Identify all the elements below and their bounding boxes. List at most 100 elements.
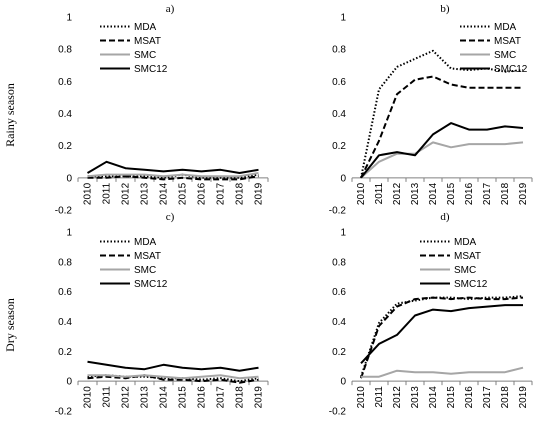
panel-title: d) [440, 211, 450, 223]
y-tick-label: -0.2 [55, 206, 73, 217]
series-line-mda [360, 295, 524, 378]
y-tick-label: 0 [340, 377, 346, 388]
y-tick-label: 0.6 [332, 77, 346, 88]
y-tick-label: -0.2 [329, 206, 347, 217]
x-tick-label: 2019 [518, 182, 529, 205]
x-tick-label: 2010 [356, 182, 367, 205]
x-tick-label: 2017 [216, 182, 227, 205]
y-tick-label: 0 [66, 173, 72, 184]
legend-label: SMC12 [134, 64, 168, 75]
y-tick-label: 1 [66, 228, 72, 239]
x-tick-label: 2016 [464, 386, 475, 409]
x-tick-label: 2012 [392, 386, 403, 409]
legend-label: MDA [454, 237, 477, 248]
y-tick-label: -0.2 [55, 407, 73, 418]
y-tick-label: -0.2 [329, 407, 347, 418]
series-line-msat [87, 374, 259, 384]
x-tick-label: 2011 [102, 386, 113, 408]
y-tick-label: 0.6 [332, 287, 346, 298]
y-tick-label: 0.8 [332, 45, 346, 56]
y-tick-label: 0.4 [58, 317, 72, 328]
y-tick-label: 1 [340, 13, 346, 24]
y-tick-label: 0.6 [58, 77, 72, 88]
legend-label: MDA [134, 22, 157, 33]
y-tick-label: 0.2 [58, 347, 72, 358]
legend-label: MDA [494, 22, 517, 33]
legend: MDA MSAT SMC SMC12 [100, 237, 168, 290]
x-tick-label: 2017 [482, 182, 493, 205]
legend-label: SMC [134, 50, 156, 61]
panel-a: a) -0.2 0 0.2 0.4 0.6 0.8 1 2010 2011 2012 2013 2014… [55, 3, 269, 217]
x-tick-label: 2013 [410, 182, 421, 205]
series-line-smc [361, 366, 524, 378]
series-line-smc [360, 141, 524, 179]
legend-label: MDA [134, 237, 157, 248]
y-tick-label: 0.4 [58, 109, 72, 120]
x-tick-label: 2014 [159, 182, 170, 205]
series-line-mda [360, 49, 524, 178]
y-tick-label: 0.6 [58, 287, 72, 298]
series-line-smc12 [360, 122, 524, 179]
y-tick-label: 0.2 [332, 347, 346, 358]
series-line-smc12 [87, 360, 259, 372]
y-tick-label: 0.8 [58, 257, 72, 268]
series-line-smc12 [86, 160, 259, 174]
panel-d: d) -0.2 0 0.2 0.4 0.6 0.8 1 2010 2011 2012 2013 2014… [329, 211, 533, 418]
x-tick-label: 2012 [121, 182, 132, 205]
x-tick-label: 2018 [500, 386, 511, 409]
x-tick-label: 2012 [121, 386, 132, 409]
x-tick-label: 2011 [374, 386, 385, 408]
x-tick-label: 2013 [410, 386, 421, 409]
x-tick-label: 2012 [392, 182, 403, 205]
series-line-msat [360, 75, 523, 179]
x-tick-label: 2015 [446, 182, 457, 205]
x-tick-label: 2016 [464, 182, 475, 205]
legend-label: SMC12 [494, 64, 528, 75]
legend-label: MSAT [454, 251, 481, 262]
x-tick-label: 2016 [197, 182, 208, 205]
legend: MDA MSAT SMC SMC12 [460, 22, 528, 75]
legend-label: SMC [454, 265, 476, 276]
x-tick-label: 2016 [197, 386, 208, 409]
x-tick-label: 2017 [216, 386, 227, 409]
series-line-msat [87, 175, 259, 181]
x-tick-label: 2018 [235, 386, 246, 409]
x-tick-label: 2018 [500, 182, 511, 205]
x-tick-label: 2019 [254, 182, 265, 205]
row-label-rainy: Rainy season [3, 83, 17, 147]
x-tick-label: 2010 [83, 386, 94, 409]
y-tick-label: 0 [66, 377, 72, 388]
y-tick-label: 0.8 [332, 257, 346, 268]
y-tick-label: 0.2 [332, 141, 346, 152]
legend-label: SMC [494, 50, 516, 61]
panel-title: c) [166, 211, 175, 223]
y-tick-label: 1 [66, 13, 72, 24]
series-line-smc12 [360, 304, 523, 364]
x-tick-label: 2015 [446, 386, 457, 409]
y-tick-label: 0.2 [58, 141, 72, 152]
row-label-dry: Dry season [3, 298, 17, 352]
legend-label: SMC12 [134, 279, 168, 290]
legend-label: MSAT [134, 36, 161, 47]
y-tick-label: 1 [340, 228, 346, 239]
series-line-smc [87, 374, 259, 380]
series-line-msat [360, 296, 524, 379]
x-tick-label: 2013 [140, 182, 151, 205]
x-tick-label: 2015 [178, 386, 189, 409]
y-tick-label: 0 [340, 173, 346, 184]
y-tick-label: 0.4 [332, 317, 346, 328]
legend-label: MSAT [494, 36, 521, 47]
legend-label: MSAT [134, 251, 161, 262]
y-tick-label: 0.4 [332, 109, 346, 120]
x-tick-label: 2014 [428, 386, 439, 409]
legend: MDA MSAT SMC SMC12 [420, 237, 488, 290]
x-tick-label: 2014 [428, 182, 439, 205]
x-tick-label: 2015 [178, 182, 189, 205]
x-tick-label: 2017 [482, 386, 493, 409]
series-line-smc [87, 172, 259, 178]
x-tick-label: 2011 [374, 182, 385, 204]
x-tick-label: 2014 [159, 386, 170, 409]
panel-title: a) [166, 3, 175, 15]
x-tick-label: 2018 [235, 182, 246, 205]
